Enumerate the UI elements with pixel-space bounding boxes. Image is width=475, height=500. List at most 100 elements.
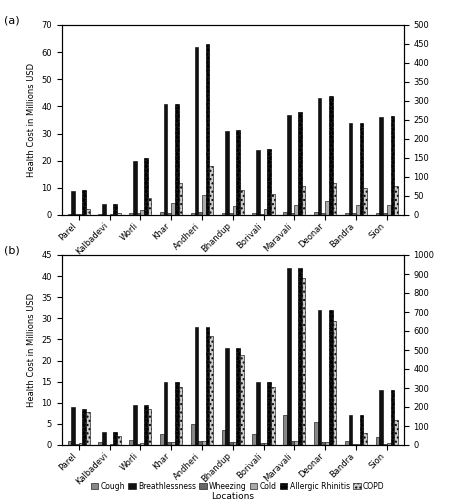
- Bar: [387, 444, 390, 445]
- Bar: [117, 436, 121, 445]
- Bar: [195, 327, 198, 445]
- Bar: [256, 150, 260, 215]
- Bar: [79, 444, 82, 445]
- Bar: [287, 114, 291, 215]
- Bar: [98, 214, 102, 215]
- Bar: [140, 210, 144, 215]
- Bar: [383, 213, 387, 215]
- Bar: [329, 310, 332, 445]
- Bar: [133, 405, 137, 445]
- Bar: [144, 405, 148, 445]
- Legend: Cough, Breathlessness, Wheezing, Cold, Allergic Rhinitis, COPD: Cough, Breathlessness, Wheezing, Cold, A…: [87, 478, 388, 494]
- Bar: [294, 204, 298, 215]
- Bar: [314, 422, 318, 445]
- Bar: [267, 382, 271, 445]
- Bar: [129, 214, 133, 215]
- Bar: [113, 432, 117, 445]
- Bar: [349, 122, 352, 215]
- Bar: [79, 214, 82, 215]
- Bar: [202, 194, 206, 215]
- Bar: [144, 158, 148, 215]
- Bar: [264, 444, 267, 445]
- Bar: [390, 390, 394, 445]
- Bar: [325, 442, 329, 445]
- Bar: [206, 44, 209, 215]
- Bar: [260, 214, 264, 215]
- Bar: [198, 441, 202, 445]
- Bar: [318, 310, 322, 445]
- Bar: [360, 122, 363, 215]
- Bar: [360, 416, 363, 445]
- Bar: [287, 268, 291, 445]
- Bar: [302, 278, 305, 445]
- Bar: [349, 416, 352, 445]
- Text: (b): (b): [4, 246, 19, 256]
- Bar: [332, 320, 336, 445]
- Bar: [167, 442, 171, 445]
- Bar: [209, 166, 213, 215]
- Bar: [171, 442, 175, 445]
- Bar: [175, 382, 179, 445]
- Bar: [71, 190, 75, 215]
- Bar: [113, 204, 117, 215]
- Bar: [102, 432, 106, 445]
- Bar: [283, 212, 287, 215]
- Bar: [380, 118, 383, 215]
- Bar: [110, 214, 113, 215]
- Bar: [352, 214, 356, 215]
- Bar: [229, 442, 233, 445]
- Bar: [160, 212, 164, 215]
- Bar: [237, 348, 240, 445]
- X-axis label: Locations: Locations: [211, 492, 254, 500]
- Bar: [233, 442, 237, 445]
- Y-axis label: Health Cost in Millions USD: Health Cost in Millions USD: [27, 293, 36, 407]
- Bar: [394, 420, 398, 445]
- Bar: [195, 46, 198, 215]
- Bar: [356, 204, 360, 215]
- Bar: [202, 441, 206, 445]
- Bar: [71, 407, 75, 445]
- Bar: [383, 444, 387, 445]
- Bar: [179, 182, 182, 215]
- Bar: [222, 213, 225, 215]
- Bar: [167, 213, 171, 215]
- Bar: [256, 382, 260, 445]
- Bar: [164, 382, 167, 445]
- Bar: [345, 441, 349, 445]
- Bar: [191, 424, 195, 445]
- Bar: [82, 409, 86, 445]
- Bar: [363, 188, 367, 215]
- Bar: [322, 442, 325, 445]
- Bar: [318, 98, 322, 215]
- Bar: [67, 214, 71, 215]
- Bar: [98, 442, 102, 445]
- Bar: [140, 444, 144, 445]
- Bar: [394, 186, 398, 215]
- X-axis label: Locations: Locations: [211, 262, 254, 272]
- Bar: [325, 201, 329, 215]
- Bar: [148, 198, 152, 215]
- Y-axis label: Health Cost in Millions USD: Health Cost in Millions USD: [27, 63, 36, 177]
- Bar: [229, 214, 233, 215]
- Bar: [271, 387, 275, 445]
- Bar: [390, 116, 394, 215]
- Bar: [356, 444, 360, 445]
- Bar: [294, 441, 298, 445]
- Bar: [86, 210, 90, 215]
- Bar: [67, 441, 71, 445]
- Bar: [171, 203, 175, 215]
- Bar: [209, 336, 213, 445]
- Bar: [133, 160, 137, 215]
- Bar: [137, 214, 140, 215]
- Bar: [117, 213, 121, 215]
- Bar: [376, 436, 380, 445]
- Bar: [352, 444, 356, 445]
- Bar: [376, 212, 380, 215]
- Bar: [191, 214, 195, 215]
- Bar: [102, 204, 106, 215]
- Bar: [291, 213, 294, 215]
- Bar: [302, 186, 305, 215]
- Bar: [291, 441, 294, 445]
- Bar: [129, 440, 133, 445]
- Text: (a): (a): [4, 16, 19, 26]
